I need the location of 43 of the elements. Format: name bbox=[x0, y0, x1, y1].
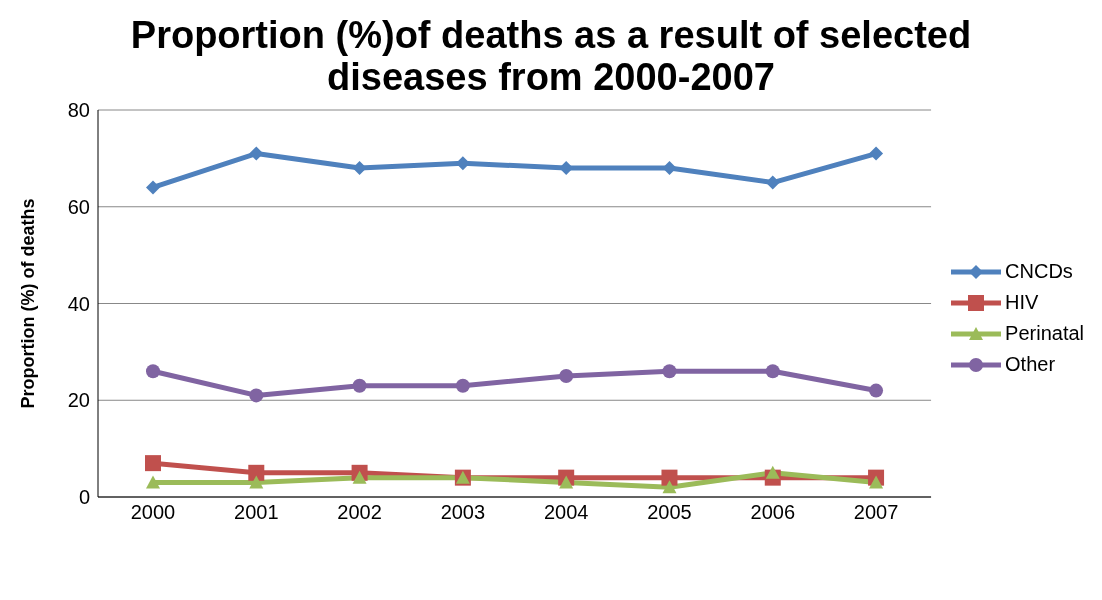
point bbox=[869, 383, 884, 398]
point bbox=[146, 364, 160, 379]
point bbox=[662, 161, 677, 176]
legend-label: Perinatal bbox=[1005, 322, 1084, 345]
x-tick-label: 2007 bbox=[853, 501, 899, 524]
point bbox=[559, 369, 574, 384]
x-tick-label: 2001 bbox=[234, 501, 279, 524]
x-tick-label: 2004 bbox=[543, 501, 589, 524]
point bbox=[146, 475, 160, 489]
point bbox=[146, 180, 160, 195]
point bbox=[662, 364, 677, 379]
point bbox=[352, 378, 367, 393]
y-tick-label: 40 bbox=[67, 292, 90, 315]
x-tick-label: 2002 bbox=[337, 501, 382, 524]
point bbox=[765, 175, 780, 190]
legend-label: Other bbox=[1005, 353, 1056, 376]
point bbox=[662, 480, 677, 494]
point bbox=[352, 161, 367, 176]
point bbox=[352, 470, 367, 484]
point bbox=[249, 388, 264, 403]
point bbox=[249, 475, 264, 489]
point bbox=[765, 364, 780, 379]
point bbox=[765, 465, 780, 479]
y-tick-label: 20 bbox=[67, 389, 90, 412]
point bbox=[559, 475, 574, 489]
point bbox=[249, 146, 264, 161]
y-tick-label: 60 bbox=[67, 195, 90, 218]
y-axis-title: Proportion (%) of deaths bbox=[18, 198, 39, 409]
point bbox=[661, 469, 678, 486]
chart-title: Proportion (%)of deaths as a result of selected diseases from 2000-2007 bbox=[129, 13, 973, 98]
y-tick-label: 80 bbox=[67, 99, 90, 122]
x-tick-label: 2005 bbox=[647, 501, 692, 524]
point bbox=[145, 455, 161, 472]
point bbox=[455, 378, 470, 393]
point bbox=[248, 464, 265, 481]
y-tick-label: 0 bbox=[78, 486, 90, 509]
legend-label: CNCDs bbox=[1005, 260, 1073, 283]
x-tick-label: 2006 bbox=[750, 501, 796, 524]
point bbox=[869, 475, 884, 489]
x-tick-label: 2000 bbox=[130, 501, 176, 524]
legend-label: HIV bbox=[1005, 291, 1039, 314]
x-tick-label: 2003 bbox=[440, 501, 486, 524]
point bbox=[869, 146, 884, 161]
